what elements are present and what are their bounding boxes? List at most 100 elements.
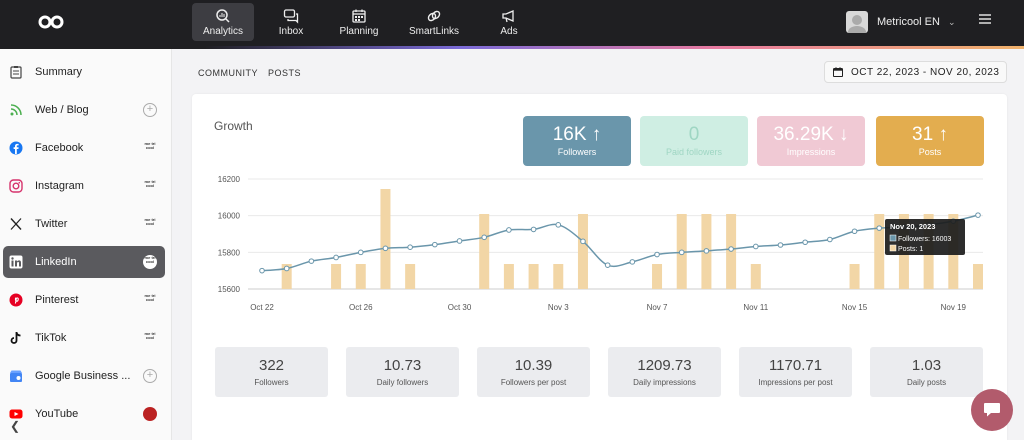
nav-planning[interactable]: Planning bbox=[328, 3, 390, 41]
x-icon bbox=[10, 218, 22, 230]
kpi-value: 16K bbox=[552, 124, 587, 145]
linkedin-icon bbox=[9, 255, 23, 269]
kpi-label: Posts bbox=[918, 147, 942, 157]
sidebar-item-tiktok[interactable]: TikTok me tri cool bbox=[3, 322, 165, 354]
main-nav: Analytics Inbox Planning SmartLinks Ads bbox=[192, 3, 540, 41]
youtube-icon bbox=[9, 409, 23, 419]
followers-point bbox=[407, 244, 413, 250]
posts-bar bbox=[331, 264, 342, 289]
stat-value: 1.03 bbox=[911, 357, 942, 374]
section-title: Growth bbox=[214, 119, 253, 133]
nav-smartlinks[interactable]: SmartLinks bbox=[396, 3, 472, 41]
metricool-logo[interactable] bbox=[38, 15, 64, 29]
y-tick-label: 16000 bbox=[218, 212, 241, 221]
sidebar-item-pinterest[interactable]: Pinterest me tri cool bbox=[3, 284, 165, 316]
hamburger-menu-icon[interactable] bbox=[979, 14, 991, 24]
stat-label: Daily followers bbox=[376, 378, 429, 387]
megaphone-icon bbox=[502, 9, 514, 22]
x-tick-label: Oct 30 bbox=[448, 303, 472, 312]
date-range-label: OCT 22, 2023 - NOV 20, 2023 bbox=[851, 66, 1000, 78]
kpi-value: 0 bbox=[688, 124, 700, 145]
stat-followers-per-post: 10.39 Followers per post bbox=[477, 347, 590, 397]
posts-bar bbox=[405, 264, 416, 289]
tooltip-date: Nov 20, 2023 bbox=[890, 222, 935, 231]
stat-label: Followers per post bbox=[500, 378, 567, 387]
nav-ads[interactable]: Ads bbox=[478, 3, 540, 41]
followers-point bbox=[283, 265, 290, 272]
user-menu[interactable]: Metricool EN ⌄ bbox=[846, 11, 956, 33]
kpi-followers[interactable]: 16K ↑ Followers bbox=[523, 116, 631, 166]
stat-daily-impressions: 1209.73 Daily impressions bbox=[608, 347, 721, 397]
followers-point bbox=[975, 212, 981, 218]
tiktok-icon bbox=[10, 332, 21, 344]
followers-point bbox=[259, 267, 265, 274]
tooltip-swatch-followers bbox=[889, 234, 897, 242]
followers-point bbox=[876, 225, 883, 231]
top-bar: Analytics Inbox Planning SmartLinks Ads … bbox=[0, 0, 1024, 46]
followers-point bbox=[382, 245, 389, 252]
kpi-impressions[interactable]: 36.29K ↓ Impressions bbox=[757, 116, 865, 166]
tab-posts[interactable]: POSTS bbox=[268, 68, 302, 78]
sidebar-item-web-blog[interactable]: Web / Blog + bbox=[3, 94, 165, 126]
sidebar-item-youtube[interactable]: YouTube bbox=[3, 398, 165, 430]
chat-support-button[interactable] bbox=[971, 389, 1013, 431]
tab-community[interactable]: COMMUNITY bbox=[198, 68, 258, 78]
x-tick-label: Nov 15 bbox=[842, 303, 868, 312]
sidebar-item-facebook[interactable]: Facebook me tri cool bbox=[3, 132, 165, 164]
facebook-icon bbox=[9, 141, 23, 155]
chart-tooltip bbox=[885, 219, 965, 255]
sidebar-item-label: LinkedIn bbox=[35, 256, 77, 268]
followers-point bbox=[506, 227, 512, 233]
inbox-icon bbox=[283, 8, 299, 24]
followers-point bbox=[333, 254, 339, 261]
sidebar-item-summary[interactable]: Summary bbox=[3, 56, 165, 88]
add-connection-icon[interactable]: + bbox=[143, 103, 157, 117]
followers-point bbox=[308, 258, 315, 264]
sidebar-item-instagram[interactable]: Instagram me tri cool bbox=[3, 170, 165, 202]
date-range-picker[interactable]: OCT 22, 2023 - NOV 20, 2023 bbox=[824, 61, 1007, 83]
stat-label: Impressions per post bbox=[758, 378, 833, 387]
stat-daily-posts: 1.03 Daily posts bbox=[870, 347, 983, 397]
sidebar-item-twitter[interactable]: Twitter me tri cool bbox=[3, 208, 165, 240]
followers-point bbox=[629, 259, 636, 265]
kpi-posts[interactable]: 31 ↑ Posts bbox=[876, 116, 984, 166]
stat-value: 322 bbox=[258, 357, 285, 374]
arrow-up-icon: ↑ bbox=[938, 124, 948, 145]
x-tick-label: Oct 22 bbox=[250, 303, 274, 312]
followers-point bbox=[678, 249, 685, 256]
y-tick-label: 16200 bbox=[218, 175, 241, 184]
posts-bar bbox=[874, 214, 885, 289]
nav-inbox[interactable]: Inbox bbox=[260, 3, 322, 41]
collapse-sidebar-icon[interactable]: ❮ bbox=[10, 419, 21, 433]
stat-followers: 322 Followers bbox=[215, 347, 328, 397]
kpi-paid-followers[interactable]: 0 Paid followers bbox=[640, 116, 748, 166]
metricool-badge-icon: me tri cool bbox=[144, 331, 156, 340]
add-connection-icon[interactable]: + bbox=[143, 369, 157, 383]
posts-bar bbox=[380, 189, 391, 289]
calendar-icon bbox=[833, 67, 843, 77]
followers-point bbox=[777, 242, 784, 248]
stat-value: 10.73 bbox=[383, 357, 422, 374]
posts-bar bbox=[577, 214, 588, 289]
nav-label: SmartLinks bbox=[408, 25, 459, 37]
sidebar-item-label: TikTok bbox=[35, 332, 67, 344]
avatar bbox=[846, 11, 868, 33]
sidebar-item-google-business[interactable]: Google Business ... + bbox=[3, 360, 165, 392]
sidebar-item-linkedin[interactable]: LinkedIn me tri cool bbox=[3, 246, 165, 278]
followers-point bbox=[703, 248, 710, 254]
nav-analytics[interactable]: Analytics bbox=[192, 3, 254, 41]
sidebar-item-label: Facebook bbox=[35, 142, 84, 154]
sidebar-item-label: Twitter bbox=[35, 218, 68, 230]
y-tick-label: 15800 bbox=[218, 248, 241, 257]
stat-daily-followers: 10.73 Daily followers bbox=[346, 347, 459, 397]
x-tick-label: Nov 3 bbox=[548, 303, 569, 312]
growth-chart[interactable]: 15600 15800 16000 16200 Oct 22 Oct 26 Oct 30 No… bbox=[208, 168, 998, 318]
clipboard-icon bbox=[10, 66, 22, 79]
sidebar-item-label: Pinterest bbox=[35, 294, 79, 306]
followers-point bbox=[481, 234, 488, 241]
followers-point bbox=[530, 226, 537, 233]
stat-label: Daily impressions bbox=[633, 378, 696, 387]
followers-point bbox=[555, 222, 562, 228]
rss-icon bbox=[10, 104, 22, 116]
stat-value: 10.39 bbox=[514, 357, 553, 374]
